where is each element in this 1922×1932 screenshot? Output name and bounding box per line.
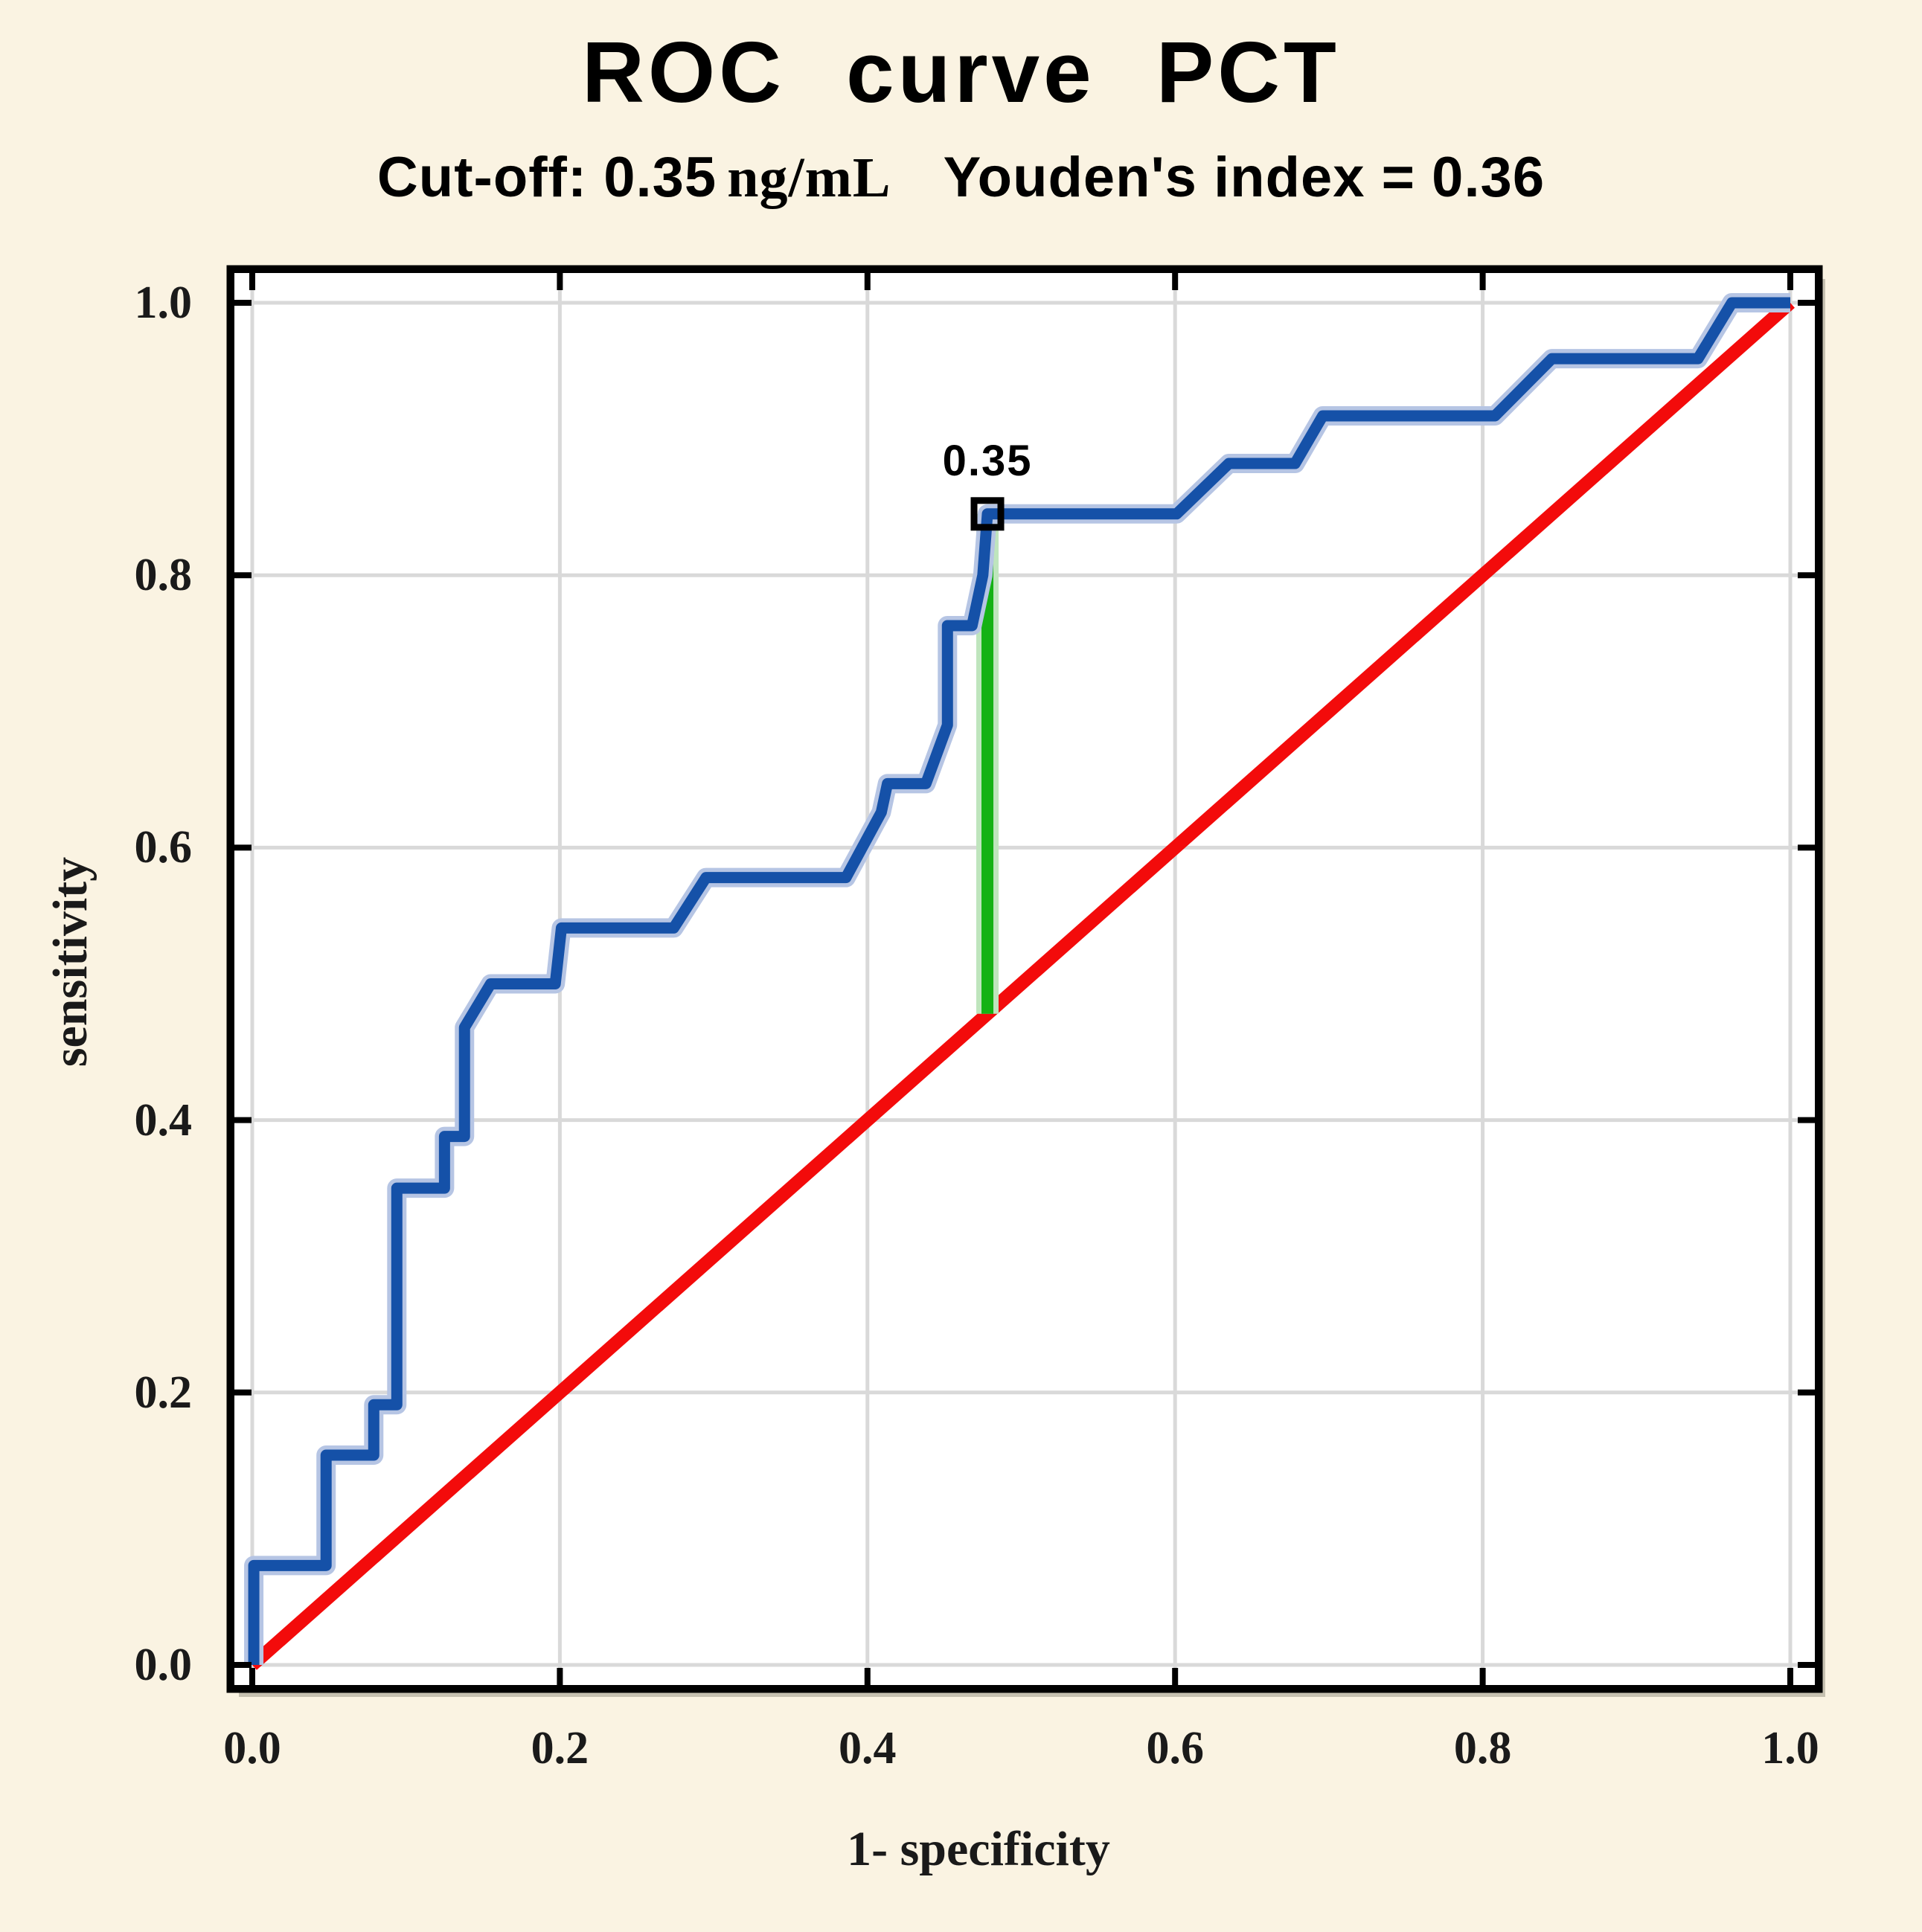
cutoff-marker bbox=[970, 497, 1005, 531]
chart-subtitle: Cut-off: 0.35 ng/mL Youden's index = 0.36 bbox=[0, 145, 1922, 211]
x-tick-label: 0.8 bbox=[1453, 1723, 1512, 1774]
x-tick-label: 0.0 bbox=[223, 1723, 281, 1774]
chart-title: ROC curve PCT bbox=[582, 24, 1340, 121]
x-tick-label: 0.4 bbox=[839, 1723, 897, 1774]
x-tick-label: 1.0 bbox=[1761, 1723, 1819, 1774]
y-tick-label: 1.0 bbox=[134, 277, 193, 328]
y-tick-label: 0.6 bbox=[134, 822, 193, 873]
x-tick-label: 0.2 bbox=[531, 1723, 589, 1774]
cutoff-label: 0.35 bbox=[942, 436, 1033, 485]
y-tick-label: 0.4 bbox=[134, 1094, 193, 1146]
x-tick-label: 0.6 bbox=[1146, 1723, 1204, 1774]
roc-curve-line bbox=[248, 297, 1790, 1665]
cutoff-text: Cut-off: 0.35 bbox=[377, 146, 717, 209]
y-tick-label: 0.0 bbox=[134, 1640, 193, 1690]
y-tick-label: 0.8 bbox=[134, 550, 193, 601]
plot-frame bbox=[226, 265, 1823, 1693]
youden-index-text: Youden's index = 0.36 bbox=[943, 146, 1545, 209]
y-tick-label: 0.2 bbox=[134, 1367, 193, 1418]
x-axis-title: 1- specificity bbox=[847, 1822, 1110, 1876]
chance-diagonal-line bbox=[248, 298, 1795, 1670]
y-axis-title: sensitivity bbox=[43, 856, 97, 1068]
cutoff-units-text: ng/mL bbox=[727, 147, 891, 209]
